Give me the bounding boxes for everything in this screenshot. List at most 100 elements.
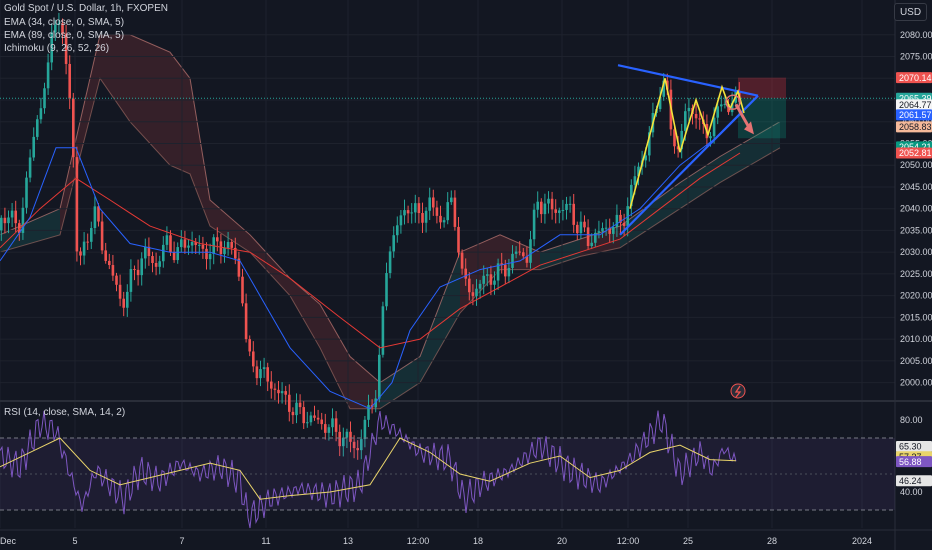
candle xyxy=(529,231,532,269)
candle-body xyxy=(154,263,158,267)
candle-body xyxy=(216,237,219,242)
candle xyxy=(698,112,701,130)
price-tag-text: 2054.21 xyxy=(899,142,932,152)
candle-body xyxy=(79,251,82,256)
candle xyxy=(226,231,230,256)
ema34-legend[interactable]: EMA (34, close, 0, SMA, 5) xyxy=(4,17,125,28)
candle-body xyxy=(403,210,406,216)
candle xyxy=(363,416,367,448)
candle xyxy=(64,24,68,75)
candle xyxy=(457,216,460,258)
candle-body xyxy=(450,197,453,203)
candle-body xyxy=(122,298,125,308)
candle-body xyxy=(90,228,93,242)
down-arrow-head xyxy=(744,121,754,135)
candle-body xyxy=(601,228,604,232)
candle xyxy=(133,265,136,281)
candle-body xyxy=(327,427,331,433)
currency-button[interactable]: USD xyxy=(894,3,927,21)
price-tag-text: 2061.57 xyxy=(899,110,932,120)
down-arrow-shaft xyxy=(734,103,751,129)
time-tick-label: 7 xyxy=(179,536,184,546)
candle-body xyxy=(104,250,107,261)
drawing-annotations[interactable] xyxy=(617,64,786,399)
candle-body xyxy=(64,34,68,64)
candle-body xyxy=(140,258,143,276)
candle-body xyxy=(543,203,547,215)
candle xyxy=(284,385,287,405)
candle-body xyxy=(277,389,280,394)
candle xyxy=(180,230,183,253)
ema89-legend[interactable]: EMA (89, close, 0, SMA, 5) xyxy=(4,30,125,41)
candle xyxy=(194,238,197,254)
candle xyxy=(3,207,7,234)
candle-body xyxy=(644,155,647,161)
candle-body xyxy=(266,367,269,382)
price-tag-text: 2070.14 xyxy=(899,73,932,83)
candle-body xyxy=(414,203,417,213)
candle xyxy=(50,23,53,71)
candle-body xyxy=(565,203,568,210)
candle-body xyxy=(536,201,539,210)
candle xyxy=(54,19,57,42)
candle-body xyxy=(313,415,316,418)
candle-body xyxy=(259,369,262,379)
candle-body xyxy=(435,207,439,216)
candle xyxy=(410,203,413,224)
rsi-tag-bg xyxy=(896,456,932,468)
candle xyxy=(662,73,665,101)
symbol-legend[interactable]: Gold Spot / U.S. Dollar, 1h, FXOPEN xyxy=(4,3,168,14)
candle xyxy=(79,247,82,266)
wave-zigzag xyxy=(629,78,745,209)
candle-body xyxy=(367,405,370,420)
lower-trendline xyxy=(619,94,759,236)
candle-body xyxy=(295,402,298,416)
ichimoku-legend[interactable]: Ichimoku (9, 26, 52, 26) xyxy=(4,43,110,54)
cloud-segment xyxy=(620,182,680,248)
candle-body xyxy=(500,263,503,265)
candle xyxy=(439,205,442,229)
candle xyxy=(111,254,115,281)
time-tick-label: 13 xyxy=(343,536,353,546)
candle xyxy=(554,199,557,224)
candle-body xyxy=(608,227,611,234)
candle xyxy=(493,271,496,295)
candle xyxy=(126,284,129,317)
candle-body xyxy=(190,241,194,246)
candle xyxy=(547,191,550,214)
candle-body xyxy=(687,107,691,112)
candle xyxy=(280,382,284,404)
candle xyxy=(622,213,626,237)
candle-body xyxy=(633,176,637,185)
candle-body xyxy=(522,252,525,257)
candle-body xyxy=(57,23,61,25)
candle xyxy=(237,251,241,282)
candle xyxy=(90,221,93,250)
candle-body xyxy=(306,422,309,424)
candle xyxy=(144,238,147,269)
candle xyxy=(608,218,611,243)
cloud-segment xyxy=(680,156,720,209)
candle xyxy=(115,272,118,292)
candle-body xyxy=(273,388,277,390)
candle-body xyxy=(475,288,478,297)
candle-body xyxy=(100,221,104,251)
time-tick-label: 28 xyxy=(767,536,777,546)
rsi-legend[interactable]: RSI (14, close, SMA, 14, 2) xyxy=(4,407,126,418)
cloud-segment xyxy=(190,78,210,227)
candle xyxy=(500,252,503,274)
candle xyxy=(241,268,244,307)
candle-body xyxy=(219,241,223,255)
candle-body xyxy=(352,441,356,449)
candle-body xyxy=(345,431,349,438)
candle xyxy=(14,200,17,232)
candle-body xyxy=(129,269,133,292)
senkou-span-b xyxy=(0,77,781,410)
candle xyxy=(496,258,500,290)
candle xyxy=(414,194,417,223)
candle xyxy=(694,103,698,129)
candle-body xyxy=(471,292,475,297)
time-tick-label: 25 xyxy=(683,536,693,546)
cloud-segment xyxy=(720,121,780,183)
